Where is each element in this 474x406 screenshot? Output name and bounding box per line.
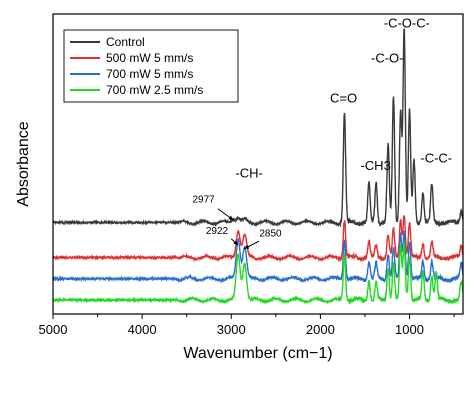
arrow-head [228, 215, 234, 220]
arrow-head [233, 240, 238, 245]
x-tick-label: 5000 [39, 322, 68, 337]
legend-label: 700 mW 5 mm/s [106, 67, 193, 81]
tick-layer: 5000 4000 3000 2000 1000 [39, 314, 455, 337]
x-tick-label: 2000 [306, 322, 335, 337]
annotation-layer: -CH- C=O -CH3 -C-O- -C-O-C- -C-C- 2977 2922 2850 [193, 16, 452, 250]
group-annotation: -CH- [235, 166, 262, 181]
legend: Control 500 mW 5 mm/s 700 mW 5 mm/s 700 mW … [63, 29, 239, 103]
series-line-2 [52, 230, 464, 284]
x-axis-title: Wavenumber (cm−1) [183, 345, 332, 362]
arrow-head [244, 244, 250, 249]
series-line-0 [52, 28, 464, 228]
group-annotation: -C-C- [420, 151, 452, 166]
y-axis-title: Absorbance [15, 121, 32, 206]
series-layer [52, 28, 464, 306]
wavenumber-annotation: 2922 [206, 226, 229, 237]
series-line-3 [52, 240, 464, 306]
group-annotation: -C-O-C- [384, 16, 430, 31]
wavenumber-annotation: 2977 [193, 195, 216, 206]
legend-label: 700 mW 2.5 mm/s [106, 83, 203, 97]
x-tick-label: 4000 [128, 322, 157, 337]
group-annotation: C=O [330, 91, 357, 106]
wavenumber-annotation: 2850 [259, 228, 282, 239]
group-annotation: -C-O- [371, 51, 404, 66]
plot-frame [52, 13, 464, 315]
legend-label: 500 mW 5 mm/s [106, 51, 193, 65]
x-tick-label: 1000 [395, 322, 424, 337]
legend-label: Control [106, 35, 145, 49]
group-annotation: -CH3 [360, 158, 390, 173]
series-line-1 [52, 214, 464, 263]
x-tick-label: 3000 [217, 322, 246, 337]
